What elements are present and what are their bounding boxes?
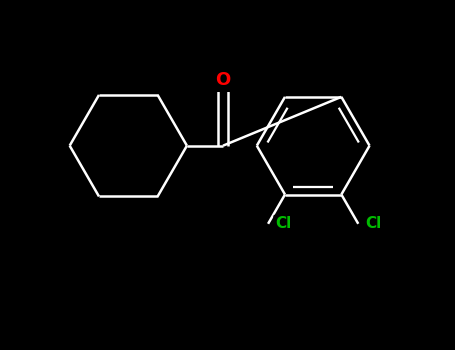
Text: Cl: Cl	[275, 216, 291, 231]
Text: Cl: Cl	[365, 216, 381, 231]
Text: O: O	[215, 71, 231, 89]
